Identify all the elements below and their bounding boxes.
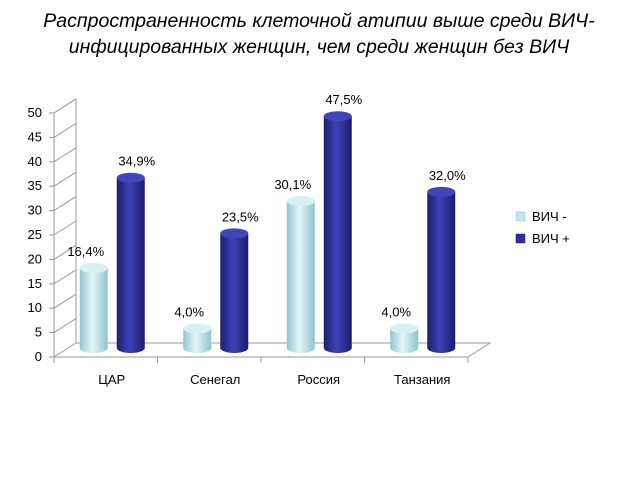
bar <box>79 262 108 353</box>
bar-top <box>220 228 249 239</box>
bar-body <box>427 191 456 353</box>
y-tick-label: 5 <box>35 325 42 340</box>
data-label: 32,0% <box>429 168 466 183</box>
y-tick-label: 40 <box>28 154 42 169</box>
y-grid-stub <box>53 318 77 334</box>
bar-top <box>79 262 108 273</box>
category-label: Танзания <box>394 372 450 387</box>
y-grid-stub <box>53 98 77 114</box>
data-label: 4,0% <box>174 304 204 319</box>
category-label: Сенегал <box>190 372 240 387</box>
y-grid-stub <box>53 342 77 358</box>
y-grid-stub <box>53 122 77 138</box>
y-grid-stub <box>53 244 77 260</box>
legend-swatch <box>515 233 526 244</box>
bar-top <box>323 111 352 122</box>
y-tick-label: 30 <box>28 203 42 218</box>
bar <box>220 228 249 353</box>
data-label: 16,4% <box>67 244 104 259</box>
legend-label: ВИЧ + <box>532 231 570 246</box>
bar-body <box>323 116 352 353</box>
y-grid-stub <box>53 269 77 285</box>
bar <box>183 323 212 353</box>
y-tick-label: 50 <box>28 105 42 120</box>
bar <box>390 323 419 353</box>
bar <box>116 172 145 353</box>
y-grid-stub <box>53 220 77 236</box>
data-label: 4,0% <box>381 304 411 319</box>
data-label: 23,5% <box>222 209 259 224</box>
bar-top <box>183 323 212 334</box>
bar-body <box>390 328 419 353</box>
y-tick-label: 0 <box>35 349 42 364</box>
category-label: Россия <box>297 372 340 387</box>
y-grid-stub <box>53 293 77 309</box>
y-tick-label: 25 <box>28 227 42 242</box>
category-label: ЦАР <box>98 372 125 387</box>
y-tick-label: 10 <box>28 300 42 315</box>
bar <box>286 196 315 353</box>
legend-label: ВИЧ - <box>532 209 567 224</box>
bar-body <box>79 267 108 353</box>
data-label: 30,1% <box>274 177 311 192</box>
bar-body <box>116 177 145 353</box>
legend-swatch <box>515 211 526 222</box>
chart-title: Распространенность клеточной атипии выше… <box>43 10 595 58</box>
bar-body <box>220 233 249 353</box>
y-grid-stub <box>53 147 77 163</box>
y-tick-label: 45 <box>28 129 42 144</box>
y-tick-label: 35 <box>28 178 42 193</box>
bar-body <box>286 201 315 353</box>
bar-top <box>427 186 456 197</box>
data-label: 47,5% <box>325 92 362 107</box>
y-grid-stub <box>53 196 77 212</box>
bar-top <box>286 196 315 207</box>
bar-top <box>390 323 419 334</box>
y-tick-label: 15 <box>28 276 42 291</box>
bar <box>427 186 456 353</box>
bar <box>323 111 352 353</box>
data-label: 34,9% <box>118 154 155 169</box>
y-tick-label: 20 <box>28 251 42 266</box>
bar-body <box>183 328 212 353</box>
bar-top <box>116 172 145 183</box>
y-grid-stub <box>53 171 77 187</box>
